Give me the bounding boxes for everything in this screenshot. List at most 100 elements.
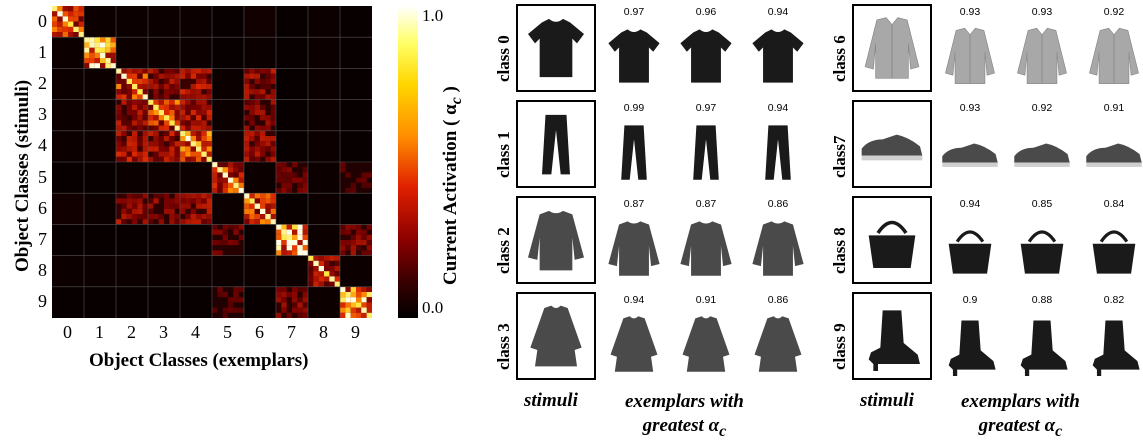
exemplar-score-1-0: 0.99 [623,102,645,114]
heatmap-cell-4-9 [340,130,372,162]
exemplar-image-3-2 [754,316,802,372]
exemplar-score-2-2: 0.84 [1103,198,1125,210]
heatmap-cell-8-0 [52,255,84,287]
heatmap-cell-8-4 [180,255,212,287]
heatmap-matrix [52,6,372,318]
heatmap-cell-2-1 [84,68,116,100]
x-tick-6: 6 [255,322,264,342]
footer-exemplars-label: exemplars with greatest αc [961,391,1080,440]
exemplar-score-0-2: 0.92 [1103,6,1125,18]
heatmap-cell-8-3 [148,255,180,287]
heatmap-cell-9-6 [244,286,276,318]
exemplar-image-2-0 [608,221,660,276]
heatmap-cell-0-4 [180,6,212,38]
y-tick-5: 5 [38,166,47,187]
x-tick-9: 9 [351,322,360,342]
heatmap-cell-9-1 [84,286,116,318]
exemplar-image-1-2 [1086,143,1142,167]
heatmap-cell-7-6 [244,224,276,256]
heatmap-cell-3-5 [212,99,244,131]
heatmap-cell-2-7 [276,68,308,100]
stimulus-image-1 [516,100,596,188]
x-tick-2: 2 [127,322,136,342]
exemplar-image-0-1 [1017,27,1067,85]
colorbar-min-label: 0.0 [422,298,444,317]
heatmap-cell-6-1 [84,193,116,225]
exemplar-image-2-1 [1020,230,1064,274]
heatmap-cell-0-3 [148,6,180,38]
heatmap-cell-5-4 [180,162,212,194]
heatmap-cell-1-0 [52,37,84,69]
y-tick-6: 6 [38,197,47,218]
exemplar-image-0-0 [608,29,660,83]
footer-stimuli-label: stimuli [860,390,914,411]
row-label-1: class7 [830,135,849,179]
heatmap-cell-1-3 [148,37,180,69]
dress-icon [530,305,582,367]
x-tick-4: 4 [191,322,200,342]
heatmap-cell-5-3 [148,162,180,194]
stimulus-image-3 [852,292,932,380]
heatmap-cell-1-9 [340,37,372,69]
x-tick-7: 7 [287,322,296,342]
y-tick-8: 8 [38,260,47,281]
x-tick-0: 0 [63,322,72,342]
heatmap-cell-0-2 [116,6,148,38]
x-tick-1: 1 [95,322,104,342]
exemplar-score-2-0: 0.94 [959,198,981,210]
x-tick-3: 3 [159,322,168,342]
exemplar-image-3-2 [1092,320,1140,376]
footer-exemplars-label: exemplars with greatest αc [625,391,744,440]
exemplar-score-0-0: 0.97 [623,6,645,18]
x-axis-title: Object Classes (exemplars) [89,350,309,371]
heatmap-cell-8-9 [340,255,372,287]
exemplar-score-2-2: 0.86 [767,198,789,210]
trouser-icon [542,114,570,175]
exemplar-score-1-1: 0.97 [695,102,717,114]
y-tick-3: 3 [38,104,47,125]
heatmap-cell-7-2 [116,224,148,256]
row-label-3: class 3 [494,323,513,370]
exemplar-score-3-0: 0.9 [962,294,978,306]
exemplar-image-1-1 [693,125,719,180]
y-tick-0: 0 [38,10,47,31]
heatmap-cell-2-8 [308,68,340,100]
ankle-boot-icon [868,310,920,371]
heatmap-cell-0-9 [340,6,372,38]
sneaker-icon [861,134,923,161]
heatmap-cell-7-8 [308,224,340,256]
colorbar-max-label: 1.0 [422,6,444,25]
exemplar-score-3-1: 0.91 [695,294,717,306]
heatmap-cell-3-8 [308,99,340,131]
heatmap-cell-2-0 [52,68,84,100]
exemplar-score-3-2: 0.86 [767,294,789,306]
heatmap-cell-3-7 [276,99,308,131]
heatmap-cell-7-3 [148,224,180,256]
heatmap-cell-9-4 [180,286,212,318]
exemplar-score-1-2: 0.91 [1103,102,1125,114]
exemplar-score-0-2: 0.94 [767,6,789,18]
exemplar-score-3-1: 0.88 [1031,294,1053,306]
heatmap-cell-2-5 [212,68,244,100]
row-label-3: class 9 [830,323,849,370]
stimulus-image-3 [516,292,596,380]
heatmap-cell-4-7 [276,130,308,162]
exemplar-score-1-0: 0.93 [959,102,981,114]
pullover-icon [528,210,584,271]
heatmap-cell-8-2 [116,255,148,287]
heatmap-cell-6-8 [308,193,340,225]
row-label-2: class 2 [494,227,513,274]
heatmap-cell-9-0 [52,286,84,318]
exemplar-image-3-1 [682,316,730,372]
exemplar-image-3-0 [948,320,996,376]
heatmap-cell-8-1 [84,255,116,287]
heatmap-cell-8-5 [212,255,244,287]
heatmap-cell-5-1 [84,162,116,194]
left-exemplar-grid: class 0 0.97 0.96 0.94 class 1 0.99 0.97 0.94 cl… [490,0,804,440]
heatmap-cell-7-0 [52,224,84,256]
tshirt-icon [528,18,584,78]
heatmap-cell-0-5 [212,6,244,38]
exemplar-image-1-2 [765,125,791,180]
exemplar-score-2-1: 0.85 [1031,198,1053,210]
y-tick-9: 9 [38,291,47,312]
